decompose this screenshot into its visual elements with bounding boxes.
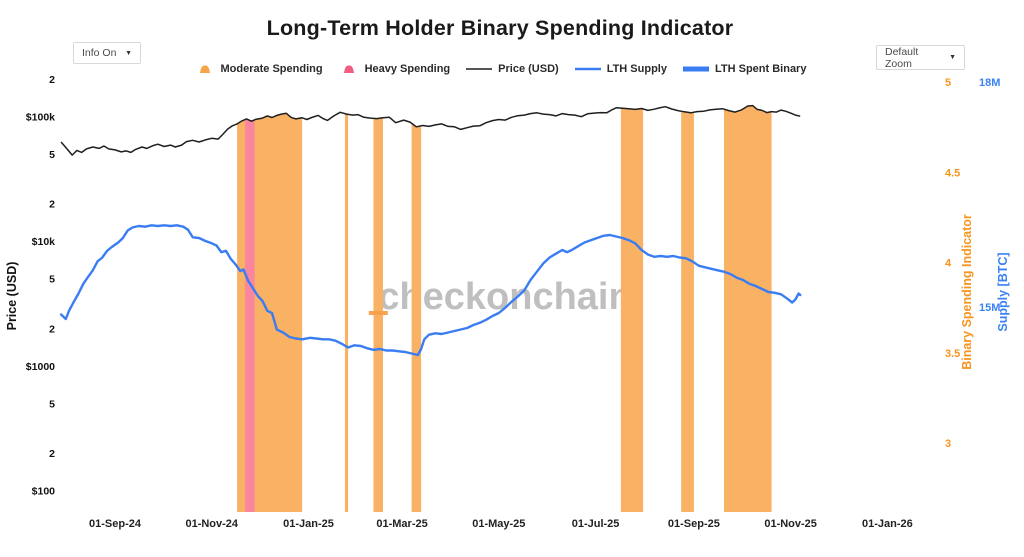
price-axis-tick: $1000	[26, 361, 55, 373]
x-axis-tick: 01-Sep-25	[668, 518, 720, 530]
supply-axis-tick: 15M	[979, 302, 1000, 314]
info-dropdown-label: Info On	[82, 47, 117, 59]
x-axis-tick: 01-Jan-25	[283, 518, 334, 530]
x-axis-tick: 01-Sep-24	[89, 518, 142, 530]
legend-item-lth-spent-binary[interactable]: LTH Spent Binary	[682, 63, 806, 75]
price-axis-title: Price (USD)	[5, 262, 19, 331]
x-axis-tick: 01-Jul-25	[572, 518, 620, 530]
line-swatch-icon	[574, 67, 601, 71]
moderate-spending-band	[681, 111, 694, 512]
price-axis-tick: $100	[32, 486, 56, 498]
price-axis-tick: 2	[49, 199, 55, 211]
chevron-down-icon: ▼	[125, 49, 132, 57]
moderate-spending-band	[724, 105, 772, 512]
x-axis-tick: 01-Jan-26	[862, 518, 913, 530]
bsi-axis-tick: 3	[945, 438, 951, 450]
page-title: Long-Term Holder Binary Spending Indicat…	[266, 16, 734, 40]
legend-item-lth-supply[interactable]: LTH Supply	[574, 63, 667, 75]
legend-label: Moderate Spending	[220, 63, 323, 75]
zoom-dropdown[interactable]: Default Zoom ▼	[876, 45, 965, 70]
bsi-axis-tick: 4.5	[945, 167, 960, 179]
moderate-spending-band	[345, 113, 349, 512]
lth-supply-line	[59, 224, 802, 357]
line-swatch-icon	[682, 66, 709, 72]
band-swatch-icon	[338, 65, 359, 73]
price-axis-tick: 5	[49, 149, 55, 161]
legend-item-moderate-spending[interactable]: Moderate Spending	[194, 63, 323, 75]
bsi-axis-tick: 4	[945, 258, 952, 270]
price-axis-tick: $10k	[32, 236, 56, 248]
legend-label: LTH Supply	[606, 63, 667, 75]
price-axis-tick: 2	[49, 74, 55, 86]
band-swatch-icon	[194, 65, 215, 73]
moderate-spending-band	[620, 108, 644, 512]
bsi-axis-tick: 3.5	[945, 348, 960, 360]
bsi-axis-tick: 5	[945, 77, 951, 89]
legend-item-price-usd-[interactable]: Price (USD)	[465, 63, 559, 75]
heavy-spending-band	[245, 118, 255, 513]
chevron-down-icon: ▼	[949, 54, 956, 61]
price-axis-tick: 2	[49, 323, 55, 335]
legend-item-heavy-spending[interactable]: Heavy Spending	[338, 63, 451, 75]
legend-label: Heavy Spending	[364, 63, 451, 75]
legend-label: Price (USD)	[498, 63, 559, 75]
price-axis-tick: 5	[49, 274, 55, 286]
legend-label: LTH Spent Binary	[714, 63, 807, 75]
zoom-dropdown-label: Default Zoom	[885, 45, 919, 70]
x-axis-tick: 01-Nov-25	[764, 518, 817, 530]
info-dropdown[interactable]: Info On ▼	[73, 42, 141, 64]
x-axis-tick: 01-Mar-25	[376, 518, 427, 530]
price-axis-tick: 2	[49, 448, 55, 460]
price-axis-tick: 5	[49, 398, 55, 410]
moderate-spending-band	[411, 123, 422, 513]
bsi-axis-title: Binary Spending Indicator	[960, 214, 974, 370]
line-swatch-icon	[466, 68, 493, 70]
price-line	[60, 104, 801, 156]
legend: Moderate Spending Heavy Spending Price (US…	[0, 63, 1000, 75]
supply-axis-tick: 18M	[979, 77, 1000, 89]
price-axis-tick: $100k	[26, 112, 55, 124]
x-axis-tick: 01-May-25	[472, 518, 525, 530]
x-axis-tick: 01-Nov-24	[185, 518, 238, 530]
supply-axis-title: Supply [BTC]	[996, 252, 1010, 331]
